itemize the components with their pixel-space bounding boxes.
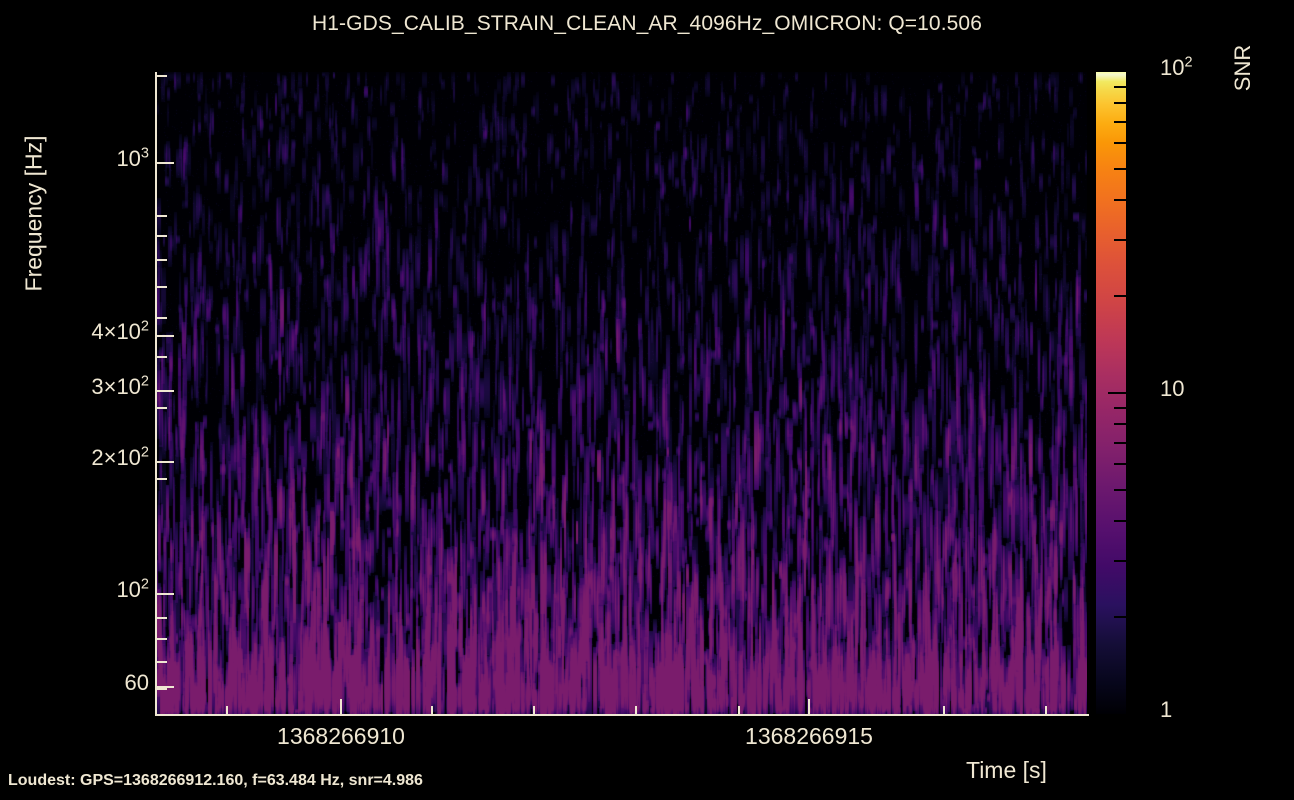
y-tick-major: [157, 162, 174, 164]
y-tick-minor: [157, 356, 167, 359]
colorbar-tick-minor: [1114, 295, 1126, 298]
y-tick-minor: [157, 235, 167, 238]
x-tick-minor: [532, 706, 535, 714]
x-axis-line: [155, 714, 1089, 716]
y-tick-minor: [157, 406, 167, 409]
y-tick-label: 3×102: [91, 373, 149, 399]
colorbar-tick-minor: [1114, 238, 1126, 241]
spectrogram-image: [155, 72, 1087, 714]
colorbar-tick-major: [1108, 392, 1126, 394]
colorbar-tick-minor: [1114, 85, 1126, 88]
x-tick-minor: [635, 706, 638, 714]
colorbar-tick-label: 1: [1160, 697, 1173, 722]
y-tick-minor: [157, 75, 167, 78]
x-tick-minor: [1045, 706, 1048, 714]
colorbar-tick-minor: [1114, 616, 1126, 619]
y-axis-label: Frequency [Hz]: [20, 135, 47, 292]
x-tick-major: [808, 699, 810, 714]
x-tick-label: 1368266910: [277, 723, 405, 749]
y-tick-label: 60: [124, 670, 149, 695]
colorbar-tick-minor: [1114, 120, 1126, 123]
colorbar-label: SNR: [1230, 44, 1255, 92]
colorbar-tick-minor: [1114, 142, 1126, 145]
loudest-event-caption: Loudest: GPS=1368266912.160, f=63.484 Hz…: [8, 772, 423, 789]
colorbar-tick-label: 102: [1160, 54, 1193, 80]
y-tick-minor: [157, 317, 167, 320]
y-tick-major: [157, 335, 174, 337]
colorbar-tick-minor: [1114, 102, 1126, 105]
y-tick-minor: [157, 285, 167, 288]
y-tick-label: 4×102: [91, 318, 149, 344]
y-tick-minor: [157, 661, 167, 664]
y-tick-label: 102: [116, 576, 149, 602]
colorbar-tick-minor: [1114, 463, 1126, 466]
y-tick-major: [157, 593, 174, 595]
colorbar-tick-minor: [1114, 406, 1126, 409]
colorbar-tick-minor: [1114, 423, 1126, 426]
y-tick-major: [157, 390, 174, 392]
x-tick-label: 1368266915: [745, 723, 873, 749]
x-tick-minor: [430, 706, 433, 714]
x-tick-major: [340, 699, 342, 714]
x-tick-minor: [225, 706, 228, 714]
colorbar-tick-minor: [1114, 198, 1126, 201]
y-tick-minor: [157, 258, 167, 261]
y-tick-major: [157, 686, 174, 688]
y-axis-line: [155, 72, 157, 716]
y-tick-major: [157, 461, 174, 463]
colorbar-tick-minor: [1114, 167, 1126, 170]
y-tick-label: 2×102: [91, 444, 149, 470]
y-tick-label: 103: [116, 145, 149, 171]
y-tick-minor: [157, 687, 167, 690]
colorbar-tick-minor: [1114, 519, 1126, 522]
figure-title: H1-GDS_CALIB_STRAIN_CLEAN_AR_4096Hz_OMIC…: [312, 12, 982, 35]
y-tick-minor: [157, 617, 167, 620]
y-tick-minor: [157, 477, 167, 480]
y-tick-minor: [157, 637, 167, 640]
x-axis-label: Time [s]: [966, 757, 1047, 783]
y-tick-minor: [157, 214, 167, 217]
x-tick-minor: [942, 706, 945, 714]
colorbar-tick-minor: [1114, 559, 1126, 562]
colorbar-tick-label: 10: [1160, 376, 1185, 401]
spectrogram-plot-area[interactable]: [155, 72, 1087, 714]
colorbar-tick-minor: [1114, 441, 1126, 444]
colorbar-tick-minor: [1114, 488, 1126, 491]
x-tick-minor: [737, 706, 740, 714]
